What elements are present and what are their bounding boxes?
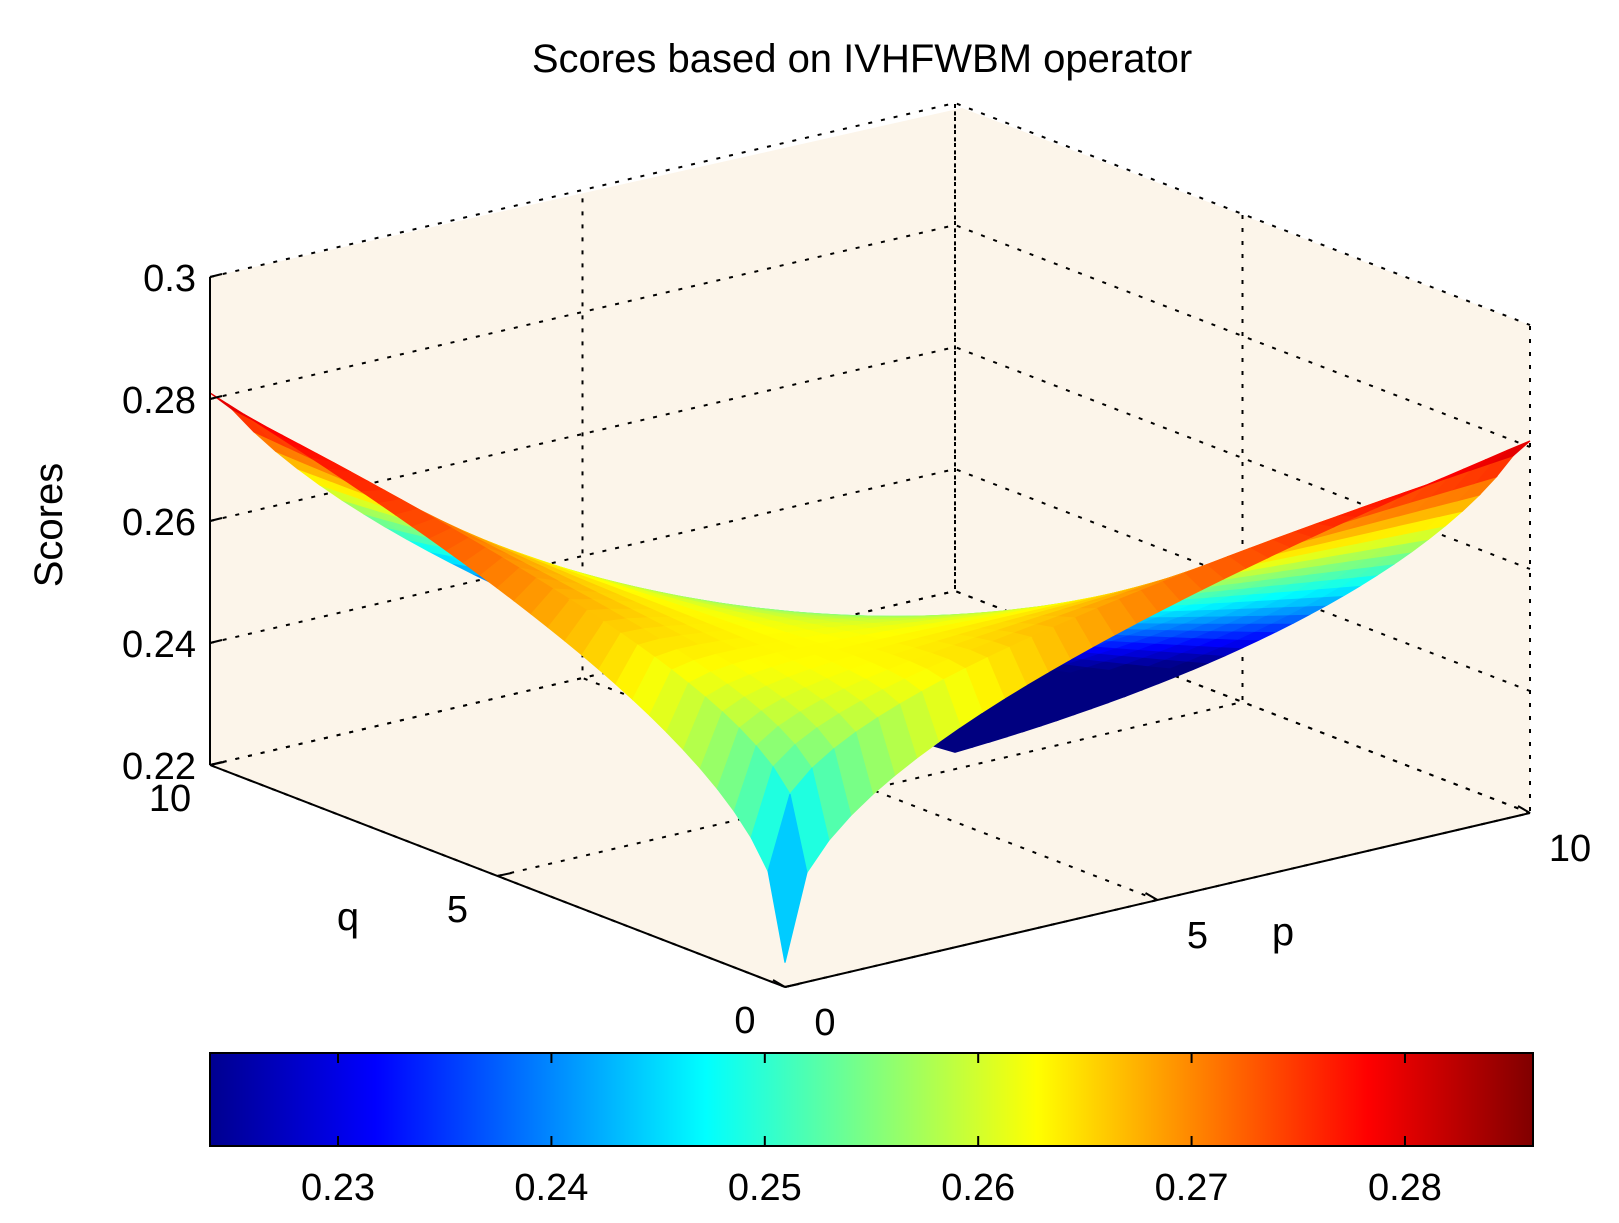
colorbar: 0.23 0.24 0.25 0.26 0.27 0.28 (209, 1052, 1534, 1209)
y-axis-label: q (337, 895, 359, 939)
q-tick-label: 10 (149, 778, 191, 820)
tick-labels: 0.22 0.24 0.26 0.28 0.3 0 5 10 0 5 10 (122, 258, 1591, 1044)
colorbar-gradient (209, 1052, 1534, 1147)
p-tick-mark (772, 979, 786, 988)
p-tick-mark (1517, 805, 1531, 814)
q-tick-mark (209, 761, 225, 766)
z-tick-label: 0.26 (122, 502, 196, 544)
surface-patch (767, 793, 808, 963)
surface (209, 392, 1531, 963)
z-tick-label: 0.3 (143, 258, 196, 300)
p-tick-label: 10 (1549, 828, 1591, 870)
p-tick-label: 5 (1187, 915, 1208, 957)
z-axis-label: Scores (27, 463, 71, 588)
chart-title: Scores based on IVHFWBM operator (532, 37, 1192, 81)
colorbar-tick-label: 0.24 (514, 1167, 588, 1209)
colorbar-tick-label: 0.26 (941, 1167, 1015, 1209)
q-tick-label: 0 (734, 1000, 755, 1042)
q-tick-label: 5 (447, 889, 468, 931)
colorbar-tick-label: 0.28 (1368, 1167, 1442, 1209)
p-tick-label: 0 (814, 1002, 835, 1044)
z-tick-mark (209, 517, 223, 522)
colorbar-tick-label: 0.23 (301, 1167, 375, 1209)
z-tick-label: 0.22 (122, 746, 196, 788)
colorbar-tick-label: 0.27 (1155, 1167, 1229, 1209)
z-tick-label: 0.24 (122, 624, 196, 666)
x-axis-label: p (1272, 910, 1294, 954)
axes-box (209, 101, 1531, 988)
z-tick-mark (209, 395, 223, 400)
q-tick-mark (784, 983, 800, 988)
colorbar-tick-label: 0.25 (728, 1167, 802, 1209)
z-tick-label: 0.28 (122, 380, 196, 422)
z-tick-mark (209, 639, 223, 644)
back-wall-left (210, 108, 962, 765)
axis-lines (209, 273, 1531, 988)
colorbar-ticks: 0.23 0.24 0.25 0.26 0.27 0.28 (301, 1053, 1442, 1209)
z-tick-mark (209, 273, 223, 278)
p-tick-mark (1144, 892, 1159, 901)
q-tick-mark (497, 872, 512, 877)
